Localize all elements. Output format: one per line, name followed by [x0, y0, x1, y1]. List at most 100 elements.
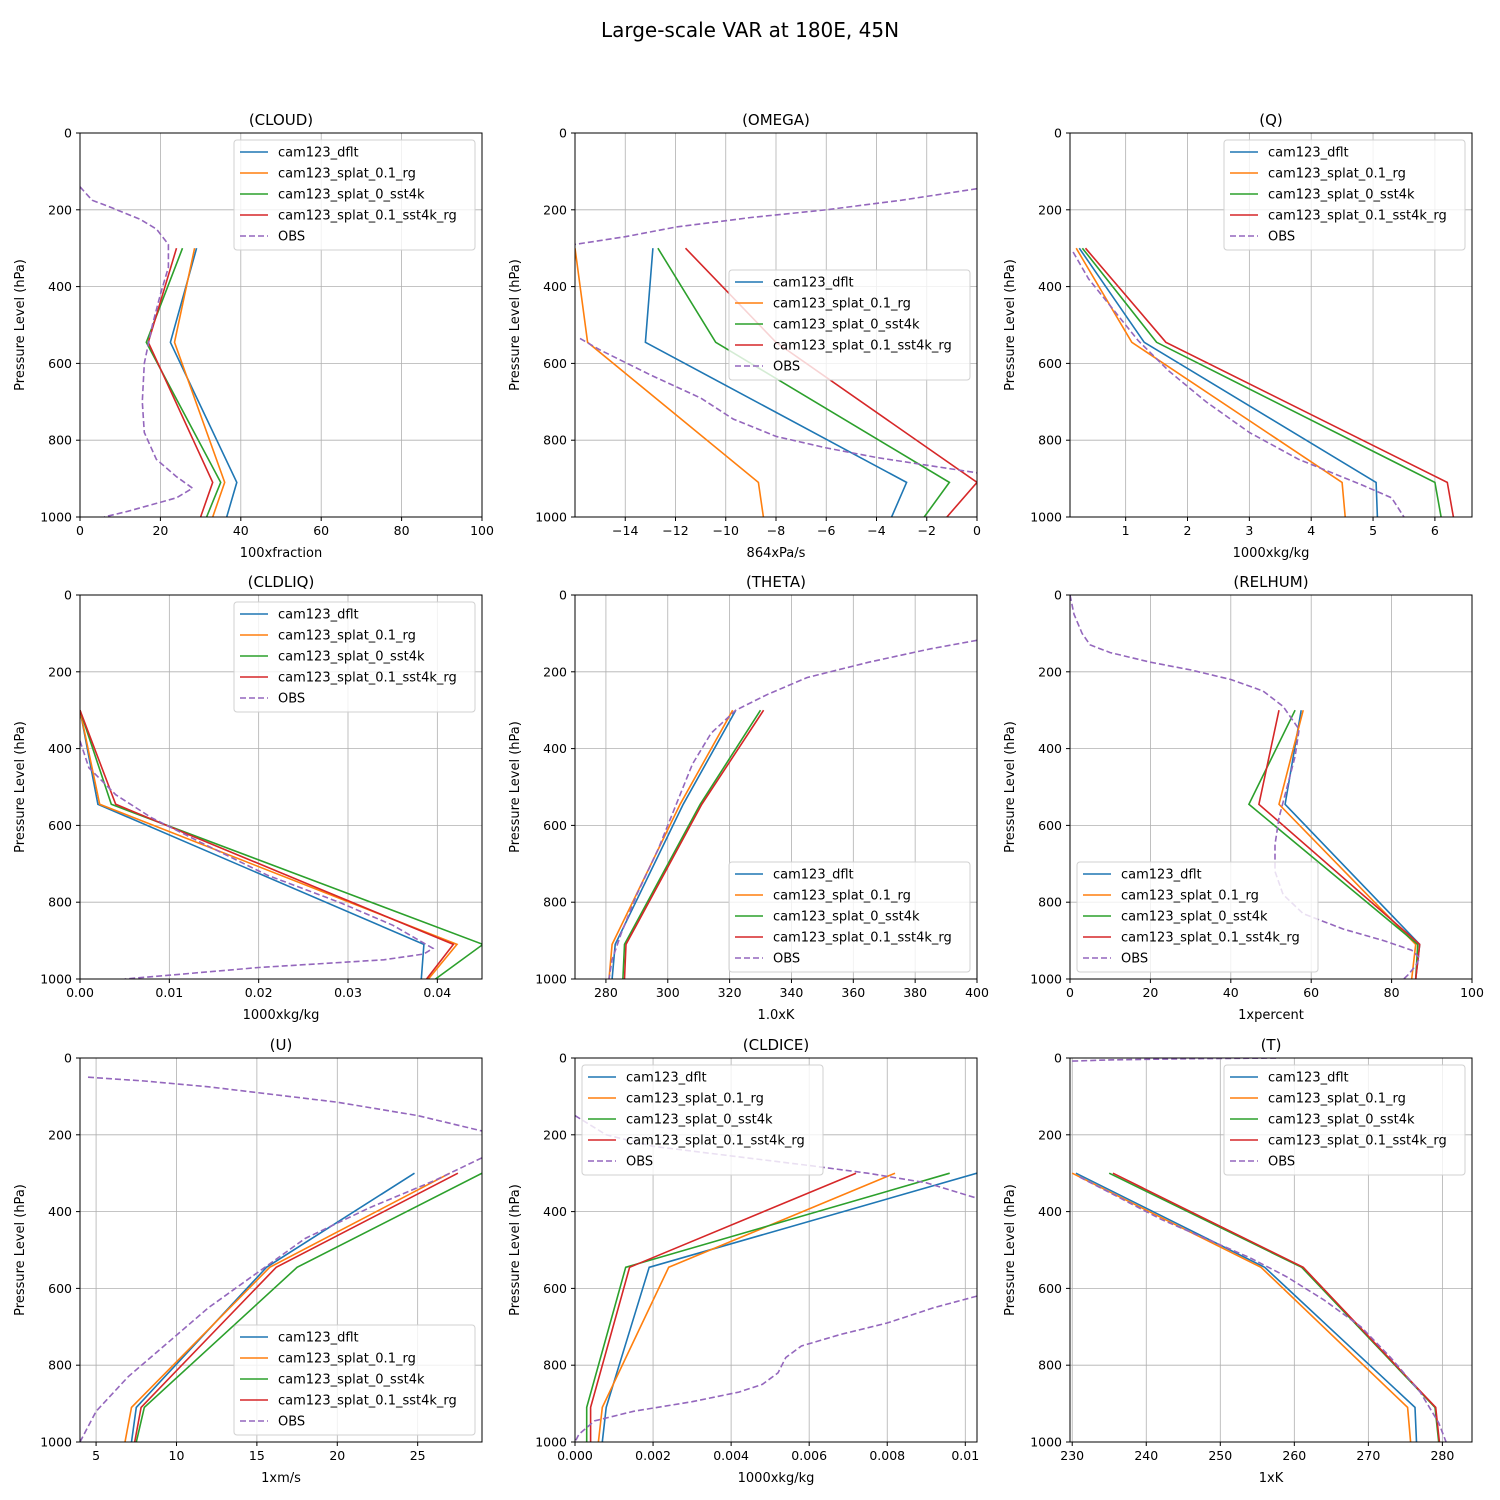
x-axis-label: 1xpercent: [1238, 1008, 1304, 1023]
x-tick-label: 60: [1303, 985, 1319, 1000]
series-line-OBS: [1070, 595, 1421, 979]
series-group: [1071, 1058, 1447, 1442]
y-tick-label: 0: [1054, 1051, 1062, 1066]
subplot-theta: 280 300 320 340 360 380 400 0 200 400 600 800 1000 (T…: [508, 573, 989, 1023]
y-tick-label: 400: [1038, 279, 1062, 294]
x-tick-label: −6: [817, 523, 835, 538]
subplot-title: (T): [1261, 1036, 1282, 1054]
legend: cam123_dflt cam123_splat_0.1_rg cam123_spl…: [728, 861, 971, 973]
series-line-cam123-splat-0-sst4k: [1108, 1172, 1440, 1442]
x-tick-label: 270: [1356, 1448, 1380, 1463]
legend-box: [728, 269, 971, 381]
x-tick-label: 20: [152, 523, 168, 538]
series-line-OBS: [575, 187, 977, 474]
legend-label: OBS: [278, 692, 305, 707]
subplot-title: (OMEGA): [742, 111, 810, 129]
series-line-cam123-splat-0-1-sst4k-rg: [133, 1172, 459, 1442]
y-tick-label: 400: [543, 279, 567, 294]
series-line-cam123-splat-0-1-rg: [80, 710, 459, 979]
y-tick-label: 600: [48, 818, 72, 833]
legend-label: OBS: [626, 1155, 653, 1170]
series-line-cam123-dflt: [601, 1172, 977, 1442]
x-tick-label: −2: [918, 523, 936, 538]
series-line-OBS: [80, 186, 195, 517]
x-axis-label: 100xfraction: [240, 546, 322, 561]
figure-title: Large-scale VAR at 180E, 45N: [601, 18, 899, 42]
y-tick-label: 0: [64, 126, 72, 141]
x-tick-label: 0: [973, 523, 981, 538]
legend-label: cam123_splat_0.1_sst4k_rg: [278, 1394, 457, 1409]
series-line-cam123-splat-0-1-rg: [1075, 247, 1346, 517]
y-tick-label: 200: [543, 202, 567, 217]
x-tick-label: −12: [662, 523, 688, 538]
legend: cam123_dflt cam123_splat_0.1_rg cam123_spl…: [233, 139, 476, 251]
series-line-cam123-splat-0-1-sst4k-rg: [80, 709, 455, 979]
y-tick-label: 0: [64, 1051, 72, 1066]
legend-label: cam123_splat_0.1_sst4k_rg: [1268, 1134, 1447, 1149]
legend-label: OBS: [1268, 230, 1295, 245]
legend-label: cam123_dflt: [1268, 146, 1349, 161]
series-line-cam123-splat-0-sst4k: [1081, 247, 1442, 517]
series-group: [80, 709, 482, 979]
legend-label: cam123_splat_0.1_sst4k_rg: [278, 209, 457, 224]
y-tick-label: 400: [1038, 741, 1062, 756]
legend-label: cam123_splat_0_sst4k: [1121, 910, 1268, 925]
y-tick-label: 400: [543, 741, 567, 756]
legend: cam123_dflt cam123_splat_0.1_rg cam123_spl…: [728, 269, 971, 381]
x-tick-label: 5: [92, 1448, 100, 1463]
y-axis-label: Pressure Level (hPa): [508, 259, 523, 391]
y-tick-label: 200: [1038, 664, 1062, 679]
subplot-t: 230 240 250 260 270 280 0 200 400 600 800 1000 (T) 1x…: [1003, 1036, 1473, 1486]
x-tick-label: 0.01: [155, 985, 183, 1000]
y-tick-label: 800: [543, 895, 567, 910]
y-tick-label: 400: [48, 1204, 72, 1219]
y-tick-label: 400: [1038, 1204, 1062, 1219]
legend: cam123_dflt cam123_splat_0.1_rg cam123_spl…: [233, 1324, 476, 1436]
y-tick-label: 600: [48, 356, 72, 371]
y-tick-label: 800: [543, 1358, 567, 1373]
x-tick-label: 60: [313, 523, 329, 538]
legend-label: cam123_dflt: [1121, 868, 1202, 883]
x-tick-label: 0.03: [334, 985, 362, 1000]
legend-label: cam123_splat_0.1_sst4k_rg: [1121, 931, 1300, 946]
y-tick-label: 0: [559, 588, 567, 603]
legend-label: cam123_splat_0.1_sst4k_rg: [773, 339, 952, 354]
y-tick-label: 600: [1038, 818, 1062, 833]
series-line-cam123-splat-0-sst4k: [585, 1172, 950, 1442]
legend-label: cam123_splat_0.1_rg: [773, 297, 911, 312]
series-line-cam123-splat-0-1-rg: [575, 248, 765, 517]
y-tick-label: 800: [1038, 1358, 1062, 1373]
legend-box: [728, 861, 971, 973]
y-tick-label: 1000: [40, 1435, 72, 1450]
legend-label: cam123_splat_0.1_rg: [626, 1092, 764, 1107]
legend-box: [233, 1324, 476, 1436]
y-tick-label: 0: [64, 588, 72, 603]
series-line-cam123-dflt: [1078, 247, 1379, 517]
subplot-title: (CLDLIQ): [248, 573, 315, 591]
series-line-cam123-splat-0-1-rg: [1071, 1172, 1412, 1442]
subplot-omega: −14 −12 −10 −8 −6 −4 −2 0 0 200 400 600 800 1000 (OMEG…: [508, 111, 981, 561]
legend-label: cam123_splat_0_sst4k: [773, 910, 920, 925]
legend-box: [233, 601, 476, 713]
y-tick-label: 200: [48, 664, 72, 679]
x-tick-label: −8: [767, 523, 785, 538]
legend-label: cam123_splat_0_sst4k: [626, 1113, 773, 1128]
legend-label: cam123_splat_0.1_sst4k_rg: [773, 931, 952, 946]
x-tick-label: 250: [1208, 1448, 1232, 1463]
x-tick-label: 20: [329, 1448, 345, 1463]
series-line-cam123-dflt: [1075, 1172, 1418, 1442]
series-line-cam123-splat-0-1-sst4k-rg: [1084, 247, 1455, 517]
y-tick-label: 0: [1054, 126, 1062, 141]
axes-frame: [79, 1057, 483, 1443]
x-tick-label: 0.000: [557, 1448, 593, 1463]
x-tick-label: 0.002: [635, 1448, 671, 1463]
y-tick-label: 600: [543, 1281, 567, 1296]
series-line-cam123-splat-0-1-sst4k-rg: [623, 709, 765, 979]
legend-label: cam123_splat_0.1_rg: [1268, 1092, 1406, 1107]
series-line-OBS: [1072, 1058, 1447, 1442]
legend: cam123_dflt cam123_splat_0.1_rg cam123_spl…: [1223, 139, 1466, 251]
x-axis-label: 1xm/s: [261, 1471, 301, 1486]
y-axis-label: Pressure Level (hPa): [13, 721, 28, 853]
legend-label: cam123_splat_0.1_rg: [1121, 889, 1259, 904]
legend-label: cam123_splat_0_sst4k: [278, 650, 425, 665]
